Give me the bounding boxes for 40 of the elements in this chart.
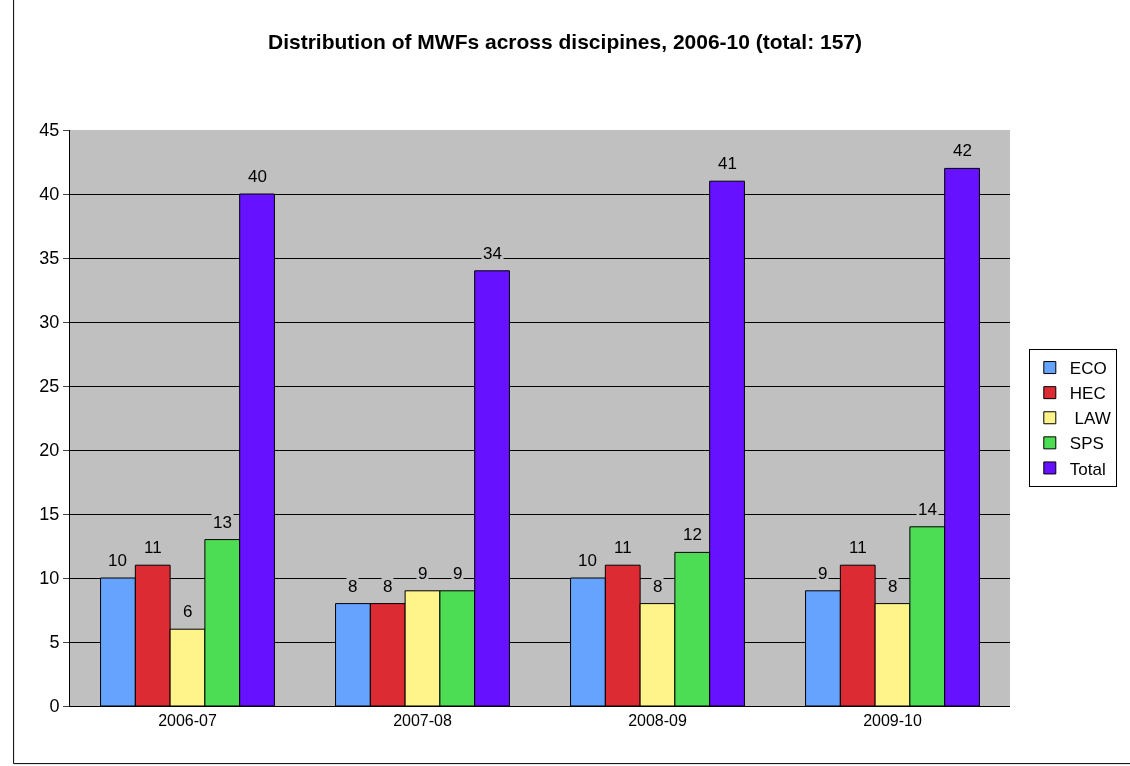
y-tick-label: 25 <box>39 376 60 397</box>
x-tick-label: 2009-10 <box>863 712 922 730</box>
data-label: 34 <box>483 244 502 263</box>
y-tick-label: 15 <box>39 504 60 525</box>
data-label: 9 <box>453 564 463 583</box>
data-label: 11 <box>144 538 162 557</box>
legend-label: LAW <box>1069 409 1111 429</box>
data-label: 13 <box>213 513 232 532</box>
y-tick-label: 35 <box>39 248 60 269</box>
data-label: 10 <box>578 551 597 570</box>
data-label: 11 <box>614 538 632 557</box>
y-tick-label: 30 <box>39 312 60 333</box>
y-tick-label: 45 <box>39 120 60 141</box>
data-label: 12 <box>683 525 702 544</box>
y-tick-label: 5 <box>49 632 60 653</box>
x-tick-label: 2007-08 <box>393 712 452 730</box>
legend-label: ECO <box>1069 359 1107 379</box>
legend-label: SPS <box>1069 434 1104 454</box>
chart-title: Distribution of MWFs across discipines, 2006-10 (total: 157) <box>268 30 862 54</box>
y-tick-label: 40 <box>39 184 60 205</box>
data-label: 8 <box>888 577 898 596</box>
data-label: 11 <box>849 538 867 557</box>
data-label: 8 <box>383 577 393 596</box>
data-label: 14 <box>918 500 937 519</box>
data-label: 8 <box>653 577 663 596</box>
data-label: 10 <box>108 551 127 570</box>
y-tick-label: 20 <box>39 440 60 461</box>
y-tick-label: 0 <box>49 696 60 717</box>
x-tick-label: 2006-07 <box>158 712 217 730</box>
legend-label: HEC <box>1069 384 1106 404</box>
data-label: 9 <box>818 564 828 583</box>
data-label: 6 <box>183 602 193 621</box>
data-label: 8 <box>348 577 358 596</box>
data-label: 41 <box>718 154 737 173</box>
data-label: 9 <box>418 564 428 583</box>
data-label: 40 <box>248 167 267 186</box>
legend-label: Total <box>1069 459 1106 479</box>
y-tick-label: 10 <box>39 568 60 589</box>
data-label: 42 <box>953 141 972 160</box>
x-tick-label: 2008-09 <box>628 712 687 730</box>
